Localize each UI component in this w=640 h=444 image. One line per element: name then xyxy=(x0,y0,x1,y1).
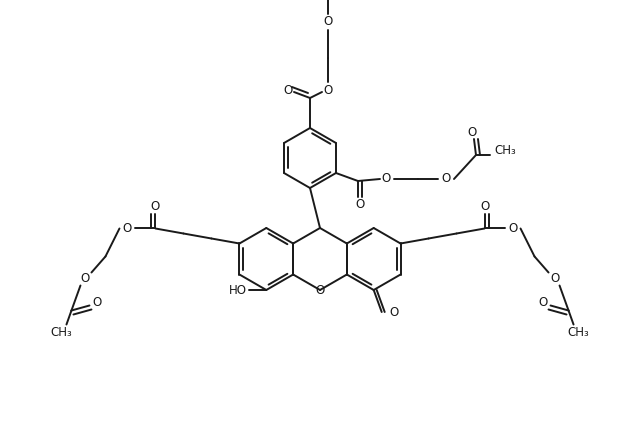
Text: O: O xyxy=(93,296,102,309)
Text: O: O xyxy=(538,296,547,309)
Text: O: O xyxy=(81,272,90,285)
Text: O: O xyxy=(442,173,451,186)
Text: O: O xyxy=(389,305,398,318)
Text: O: O xyxy=(323,83,333,96)
Text: CH₃: CH₃ xyxy=(568,326,589,339)
Text: O: O xyxy=(323,16,333,28)
Text: O: O xyxy=(508,222,517,235)
Text: O: O xyxy=(550,272,559,285)
Text: CH₃: CH₃ xyxy=(51,326,72,339)
Text: CH₃: CH₃ xyxy=(494,144,516,158)
Text: O: O xyxy=(480,200,489,213)
Text: HO: HO xyxy=(229,284,247,297)
Text: O: O xyxy=(316,285,324,297)
Text: O: O xyxy=(355,198,365,211)
Text: O: O xyxy=(151,200,160,213)
Text: O: O xyxy=(123,222,132,235)
Text: O: O xyxy=(284,83,292,96)
Text: O: O xyxy=(381,173,390,186)
Text: O: O xyxy=(467,127,477,139)
